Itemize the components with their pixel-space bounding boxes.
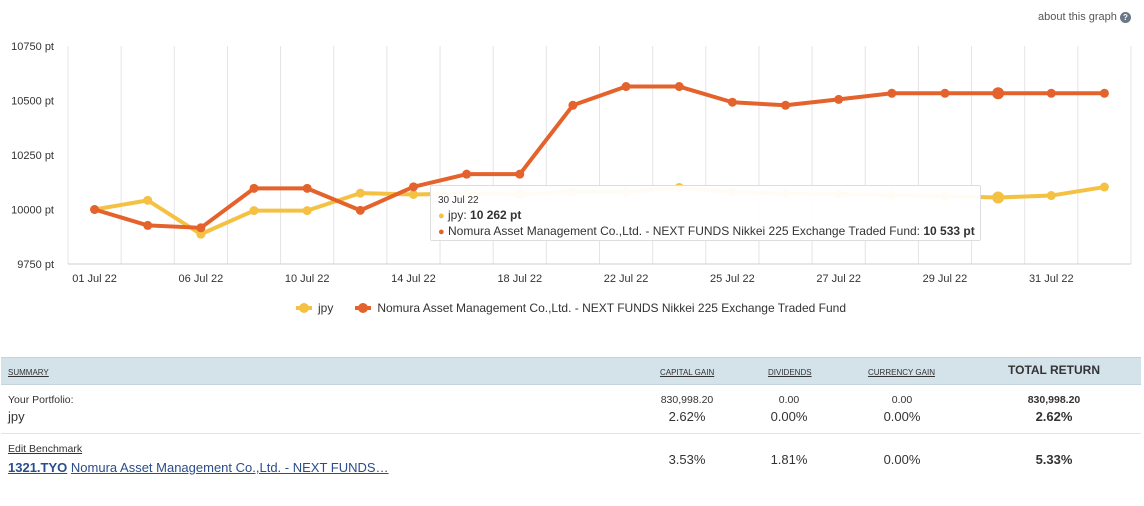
header-summary[interactable]: SUMMARY [8, 368, 49, 377]
data-point-benchmark [887, 88, 897, 98]
portfolio-caption: Your Portfolio: [8, 394, 74, 406]
portfolio-name: jpy [8, 409, 25, 424]
y-tick-label: 10000 pt [11, 205, 54, 217]
header-capital-gain[interactable]: CAPITAL GAIN [660, 368, 715, 377]
tooltip-label-benchmark: Nomura Asset Management Co.,Ltd. - NEXT … [448, 224, 924, 238]
x-tick-label: 01 Jul 22 [72, 273, 117, 285]
data-point-benchmark [568, 100, 578, 110]
edit-benchmark-link[interactable]: Edit Benchmark [8, 443, 83, 455]
header-total-return: TOTAL RETURN [1008, 363, 1100, 377]
legend-marker-benchmark [355, 303, 372, 313]
legend-item-jpy[interactable]: jpy [296, 301, 333, 315]
header-dividends[interactable]: DIVIDENDS [768, 368, 812, 377]
data-point-jpy [355, 188, 365, 198]
benchmark-row: Edit Benchmark 1321.TYO Nomura Asset Man… [1, 434, 1141, 484]
performance-chart: 9750 pt 10000 pt 10250 pt 10500 pt 10750 pt 0… [11, 41, 1132, 285]
benchmark-name-link[interactable]: Nomura Asset Management Co.,Ltd. - NEXT … [70, 460, 389, 475]
data-point-jpy [992, 191, 1005, 204]
tooltip-value-benchmark: 10 533 pt [923, 224, 975, 238]
legend-label-jpy[interactable]: jpy [318, 301, 334, 315]
benchmark-capital-pct: 3.53% [668, 452, 706, 467]
data-point-benchmark [249, 183, 259, 193]
data-point-benchmark [992, 87, 1005, 100]
data-point-jpy [196, 229, 206, 239]
data-point-benchmark [515, 169, 525, 179]
data-point-benchmark [727, 97, 737, 107]
x-tick-label: 10 Jul 22 [285, 273, 330, 285]
x-tick-label: 31 Jul 22 [1029, 273, 1074, 285]
tooltip-row-benchmark: ● Nomura Asset Management Co.,Ltd. - NEX… [438, 224, 975, 240]
data-point-benchmark [302, 183, 312, 193]
chart-tooltip: 30 Jul 22 ● jpy: 10 262 pt ● Nomura Asse… [430, 185, 981, 241]
series-line-benchmark [92, 84, 1107, 230]
portfolio-cur-pct: 0.00% [883, 409, 921, 424]
legend-label-benchmark[interactable]: Nomura Asset Management Co.,Ltd. - NEXT … [377, 301, 847, 315]
portfolio-cur-amount: 0.00 [891, 394, 913, 406]
benchmark-ticker-link[interactable]: 1321.TYO [8, 460, 68, 475]
tooltip-dot-benchmark: ● [438, 226, 445, 238]
tooltip-dot-jpy: ● [438, 210, 445, 222]
data-point-benchmark [781, 100, 791, 110]
about-graph-label[interactable]: about this graph [1038, 11, 1117, 23]
data-point-jpy [408, 189, 418, 199]
data-point-benchmark [1099, 88, 1109, 98]
portfolio-row: Your Portfolio: jpy 830,998.20 2.62% 0.0… [1, 385, 1141, 434]
data-point-benchmark [90, 205, 100, 214]
legend-item-benchmark[interactable]: Nomura Asset Management Co.,Ltd. - NEXT … [355, 301, 846, 315]
benchmark-cur-pct: 0.00% [883, 452, 921, 467]
benchmark-name-line: 1321.TYO Nomura Asset Management Co.,Ltd… [8, 460, 389, 475]
help-icon[interactable]: ? [1119, 11, 1131, 23]
summary-table: SUMMARY CAPITAL GAIN DIVIDENDS CURRENCY … [1, 357, 1141, 484]
benchmark-div-pct: 1.81% [770, 452, 808, 467]
about-graph-link[interactable]: about this graph ? [1038, 11, 1131, 23]
chart-legend: jpy Nomura Asset Management Co.,Ltd. - N… [296, 301, 846, 315]
portfolio-total-pct: 2.62% [1035, 409, 1073, 424]
x-tick-label: 14 Jul 22 [391, 273, 436, 285]
x-tick-label: 29 Jul 22 [923, 273, 968, 285]
tooltip-value-jpy: 10 262 pt [470, 208, 522, 222]
portfolio-total-amount: 830,998.20 [1027, 394, 1081, 406]
portfolio-div-amount: 0.00 [778, 394, 800, 406]
tooltip-label-jpy: jpy: [448, 208, 471, 222]
data-point-benchmark [940, 88, 950, 98]
x-tick-label: 06 Jul 22 [179, 273, 224, 285]
data-point-benchmark [462, 169, 472, 179]
y-tick-label: 10750 pt [11, 41, 54, 53]
data-point-benchmark [1046, 88, 1056, 98]
y-tick-label: 10250 pt [11, 150, 54, 162]
x-tick-label: 27 Jul 22 [816, 273, 861, 285]
data-point-benchmark [834, 94, 844, 104]
data-point-jpy [249, 206, 259, 216]
legend-marker-jpy [296, 303, 312, 313]
data-point-benchmark [355, 205, 365, 215]
portfolio-div-pct: 0.00% [770, 409, 808, 424]
x-tick-label: 18 Jul 22 [497, 273, 542, 285]
tooltip-date: 30 Jul 22 [438, 195, 479, 206]
x-tick-label: 25 Jul 22 [710, 273, 755, 285]
y-tick-label: 10500 pt [11, 96, 54, 108]
data-point-jpy [143, 195, 153, 205]
tooltip-row-jpy: ● jpy: 10 262 pt [438, 208, 973, 224]
x-tick-label: 22 Jul 22 [604, 273, 649, 285]
data-point-benchmark [196, 223, 206, 233]
header-currency-gain[interactable]: CURRENCY GAIN [868, 368, 935, 377]
y-tick-label: 9750 pt [17, 259, 54, 271]
portfolio-capital-pct: 2.62% [668, 409, 706, 424]
data-point-benchmark [621, 82, 631, 92]
benchmark-total-pct: 5.33% [1035, 452, 1073, 467]
data-point-benchmark [143, 220, 153, 230]
data-point-jpy [302, 206, 312, 216]
summary-header: SUMMARY CAPITAL GAIN DIVIDENDS CURRENCY … [1, 357, 1141, 385]
data-point-benchmark [674, 82, 684, 92]
data-point-jpy [1046, 191, 1056, 201]
data-point-benchmark [408, 182, 418, 192]
portfolio-capital-amount: 830,998.20 [660, 394, 714, 406]
data-point-jpy [1099, 182, 1109, 192]
